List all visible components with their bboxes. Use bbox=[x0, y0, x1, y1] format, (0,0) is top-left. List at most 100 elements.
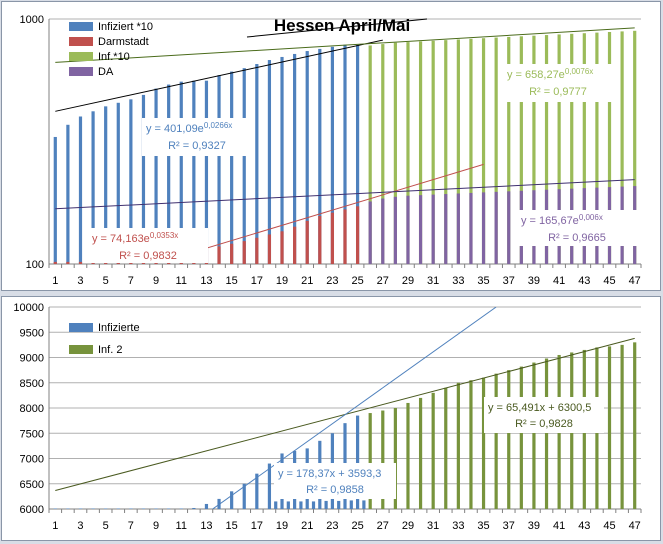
bar bbox=[230, 243, 234, 264]
annotation-box bbox=[274, 463, 396, 499]
bar bbox=[418, 195, 423, 264]
bar bbox=[494, 191, 498, 264]
x-tick-label: 5 bbox=[103, 275, 109, 287]
trend-r-squared: R² = 0,9665 bbox=[548, 232, 606, 244]
bar bbox=[507, 370, 511, 509]
bar bbox=[368, 201, 372, 264]
x-tick-label: 7 bbox=[128, 520, 134, 532]
bar bbox=[116, 102, 120, 265]
trend-equation: y = 74,163e0,0353x bbox=[92, 231, 178, 245]
bar bbox=[141, 94, 146, 264]
bar bbox=[330, 212, 335, 264]
bar bbox=[418, 397, 423, 509]
x-tick-label: 45 bbox=[603, 520, 615, 532]
y-tick-label: 8500 bbox=[20, 378, 44, 390]
y-tick-label: 8000 bbox=[20, 403, 44, 415]
bar bbox=[494, 37, 498, 264]
bar bbox=[431, 194, 435, 264]
bar bbox=[431, 40, 435, 264]
annotation-box bbox=[517, 210, 637, 246]
bar bbox=[557, 34, 561, 264]
bar bbox=[318, 48, 322, 264]
y-tick-label: 1000 bbox=[20, 14, 44, 26]
bar bbox=[393, 42, 397, 265]
trendline bbox=[55, 179, 635, 210]
legend-label: DA bbox=[98, 66, 114, 78]
bar bbox=[431, 392, 435, 509]
bar bbox=[595, 32, 599, 264]
bar bbox=[179, 81, 183, 264]
bar bbox=[305, 51, 309, 265]
bar bbox=[204, 80, 209, 264]
bar bbox=[355, 44, 360, 265]
y-tick-label: 6000 bbox=[20, 504, 44, 516]
x-tick-label: 9 bbox=[153, 275, 159, 287]
y-tick-label: 9500 bbox=[20, 327, 44, 339]
bar bbox=[406, 402, 410, 509]
bar bbox=[444, 40, 448, 265]
bar bbox=[469, 38, 473, 264]
x-tick-label: 27 bbox=[377, 275, 389, 287]
bar bbox=[116, 508, 120, 509]
x-tick-label: 33 bbox=[452, 275, 464, 287]
bar bbox=[570, 33, 574, 265]
x-tick-label: 25 bbox=[351, 275, 363, 287]
bar bbox=[393, 196, 397, 264]
x-tick-label: 39 bbox=[528, 520, 540, 532]
x-tick-label: 15 bbox=[226, 520, 238, 532]
trendline bbox=[55, 27, 635, 63]
bar bbox=[104, 106, 108, 264]
y-tick-label: 6500 bbox=[20, 479, 44, 491]
x-tick-label: 11 bbox=[176, 275, 187, 287]
x-tick-label: 29 bbox=[402, 520, 414, 532]
bar bbox=[507, 191, 511, 264]
bar bbox=[104, 508, 108, 509]
bar bbox=[532, 35, 536, 264]
bar bbox=[66, 124, 70, 264]
x-tick-label: 1 bbox=[52, 520, 58, 532]
bar bbox=[418, 41, 423, 264]
bar bbox=[406, 42, 410, 264]
bar bbox=[78, 116, 83, 264]
x-tick-label: 11 bbox=[176, 520, 187, 532]
bar bbox=[607, 346, 612, 509]
x-tick-label: 25 bbox=[351, 520, 363, 532]
bar bbox=[255, 473, 259, 509]
bar bbox=[544, 358, 549, 509]
bar bbox=[129, 99, 133, 264]
x-tick-label: 15 bbox=[226, 275, 238, 287]
bar bbox=[381, 44, 385, 265]
x-tick-label: 19 bbox=[276, 275, 288, 287]
bar bbox=[293, 226, 297, 264]
x-tick-label: 43 bbox=[578, 520, 590, 532]
bar bbox=[91, 111, 95, 264]
bar bbox=[355, 206, 360, 264]
legend-swatch bbox=[69, 22, 93, 31]
x-tick-label: 43 bbox=[578, 275, 590, 287]
bar bbox=[381, 410, 385, 509]
x-tick-label: 45 bbox=[603, 275, 615, 287]
bar bbox=[633, 30, 637, 264]
secondary-bar bbox=[311, 501, 316, 509]
bar bbox=[456, 382, 460, 509]
x-tick-label: 23 bbox=[326, 520, 338, 532]
secondary-bar bbox=[274, 501, 278, 509]
bar bbox=[481, 192, 486, 264]
x-tick-label: 21 bbox=[301, 275, 313, 287]
title-underline bbox=[246, 18, 428, 38]
y-tick-label: 100 bbox=[26, 259, 44, 271]
bar bbox=[544, 35, 549, 264]
bar bbox=[267, 60, 272, 265]
bar bbox=[230, 71, 234, 264]
bar bbox=[280, 56, 284, 264]
bar bbox=[141, 508, 146, 509]
x-tick-label: 13 bbox=[200, 520, 212, 532]
legend-swatch bbox=[69, 52, 93, 61]
bar bbox=[255, 64, 259, 265]
legend-label: Infiziert *10 bbox=[98, 21, 153, 33]
bar bbox=[469, 380, 473, 509]
bar bbox=[519, 366, 523, 509]
bar bbox=[66, 508, 70, 509]
bar bbox=[78, 508, 83, 509]
